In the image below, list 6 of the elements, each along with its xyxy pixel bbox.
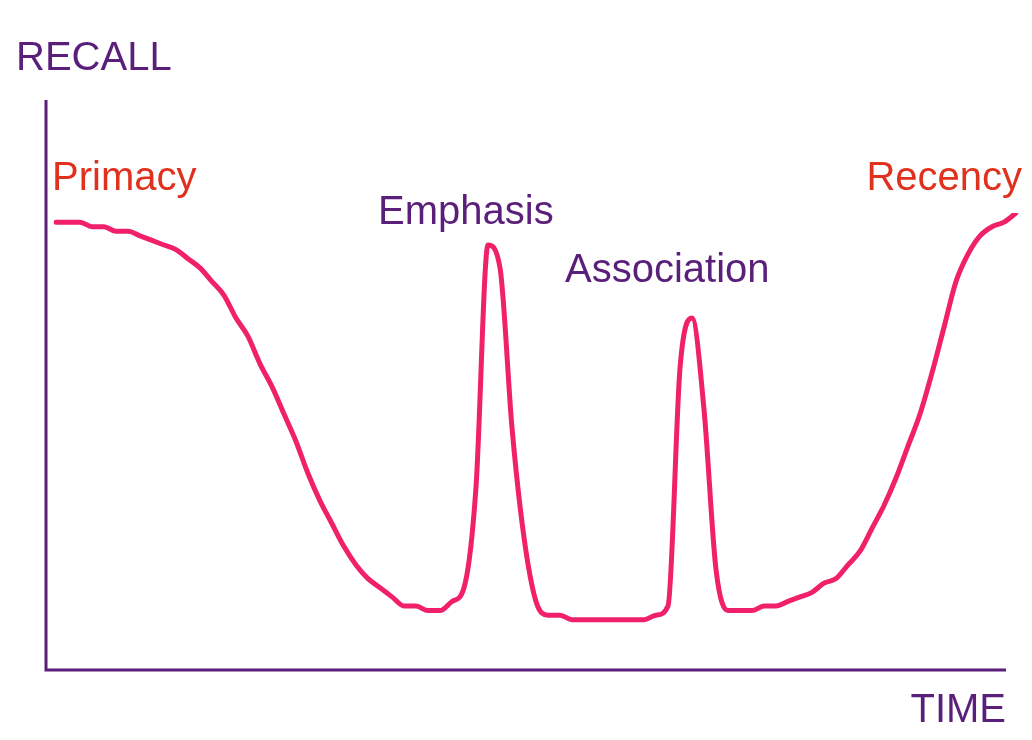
text: Recency [866,154,1022,198]
y-axis-title: RECALL [16,34,172,78]
x-axis-title: TIME [910,686,1006,730]
annotation: Association [565,246,770,290]
text: Primacy [52,154,197,198]
annotation: Emphasis [378,188,554,232]
